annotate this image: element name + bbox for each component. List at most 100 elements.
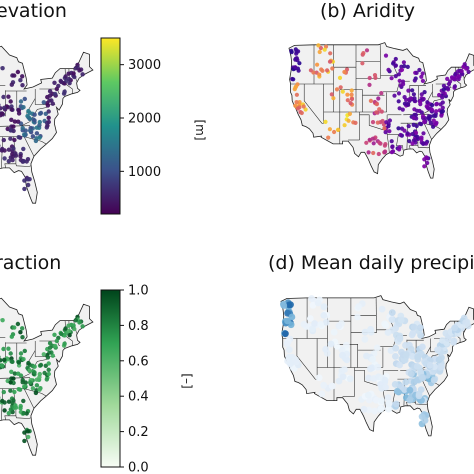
precipitation-site-marker [369,356,376,363]
precipitation-site-marker [438,363,445,370]
map-panel-c [0,297,94,456]
aridity-site-marker [330,66,335,71]
elevation-site-marker [41,100,46,105]
elevation-site-marker [0,111,5,117]
precipitation-site-marker [373,344,381,352]
elevation-site-marker [0,106,3,111]
precipitation-site-marker [354,313,361,321]
aridity-site-marker [411,92,416,97]
precipitation-site-marker [426,361,434,369]
aridity-site-marker [445,86,450,91]
aridity-site-marker [406,88,411,93]
forest-fraction-site-marker [27,380,33,385]
colorbar-tick-label: 2000 [128,112,161,127]
panel-a-title: evation [0,0,67,22]
elevation-site-marker [38,110,44,116]
aridity-site-marker [390,144,395,150]
aridity-site-marker [349,92,354,97]
forest-fraction-site-marker [8,407,13,412]
precipitation-site-marker [283,340,291,348]
forest-fraction-site-marker [0,355,1,359]
elevation-site-marker [0,103,1,107]
precipitation-site-marker [317,321,325,328]
state-border [417,145,430,149]
elevation-site-marker [9,107,14,112]
aridity-site-marker [389,150,394,155]
elevation-site-marker [0,146,5,152]
forest-fraction-site-marker [0,318,5,323]
elevation-site-marker [73,66,79,71]
aridity-site-marker [428,120,433,125]
state-border [15,415,31,419]
elevation-site-marker [18,78,23,83]
elevation-site-marker [26,108,31,114]
aridity-site-marker [399,67,405,72]
precipitation-site-marker [311,320,318,327]
elevation-site-marker [37,119,42,125]
elevation-site-marker [22,96,27,102]
precipitation-site-marker [365,374,372,382]
aridity-site-marker [370,120,376,125]
aridity-site-marker [426,106,431,111]
aridity-site-marker [393,56,398,62]
elevation-site-marker [1,94,6,100]
aridity-site-marker [331,96,336,101]
forest-fraction-site-marker [33,390,39,396]
aridity-site-marker [293,65,298,70]
aridity-site-marker [293,57,298,62]
aridity-site-marker [342,123,347,128]
aridity-site-marker [361,51,366,56]
aridity-site-marker [453,71,458,76]
precipitation-site-marker [335,377,343,385]
colorbar-tick-label: 1000 [128,165,161,180]
aridity-site-marker [353,120,358,125]
elevation-site-marker [62,89,67,94]
aridity-site-marker [301,104,306,109]
elevation-site-marker [47,89,53,94]
aridity-site-marker [417,108,422,114]
aridity-site-marker [450,76,455,81]
forest-fraction-site-marker [9,369,14,374]
elevation-site-marker [21,159,26,164]
colorbar-tick-label: 1.0 [128,284,149,299]
elevation-site-marker [1,137,6,143]
precipitation-site-marker [288,313,296,321]
aridity-site-marker [439,113,444,118]
aridity-site-marker [414,70,419,75]
elevation-site-marker [77,68,82,73]
elevation-site-marker [21,146,26,152]
elevation-site-marker [9,117,14,123]
precipitation-site-marker [293,358,300,366]
precipitation-site-marker [355,303,362,310]
precipitation-site-marker [360,405,368,413]
forest-fraction-site-marker [30,386,36,391]
elevation-site-marker [22,178,27,183]
aridity-site-marker [426,116,431,121]
aridity-site-marker [430,103,435,108]
precipitation-site-marker [392,353,399,360]
aridity-site-marker [429,107,435,112]
precipitation-site-marker [416,324,424,332]
aridity-site-marker [383,142,388,147]
aridity-site-marker [466,69,471,74]
forest-fraction-site-marker [26,434,31,440]
forest-fraction-site-marker [0,358,3,363]
aridity-site-marker [349,88,354,93]
aridity-site-marker [318,45,323,51]
precipitation-site-marker [371,407,378,415]
aridity-site-marker [367,75,372,81]
precipitation-site-marker [322,319,330,326]
forest-fraction-site-marker [20,326,25,331]
aridity-site-marker [386,122,391,127]
state-border [303,84,323,124]
aridity-site-marker [387,129,392,134]
forest-fraction-site-marker [54,338,59,344]
precipitation-site-marker [368,364,376,372]
aridity-site-marker [293,103,298,108]
colorbar-a-bar [100,37,121,215]
forest-fraction-site-marker [0,396,1,399]
forest-fraction-site-marker [72,326,77,332]
aridity-site-marker [410,88,415,93]
precipitation-site-marker [421,417,429,424]
elevation-site-marker [15,69,21,75]
